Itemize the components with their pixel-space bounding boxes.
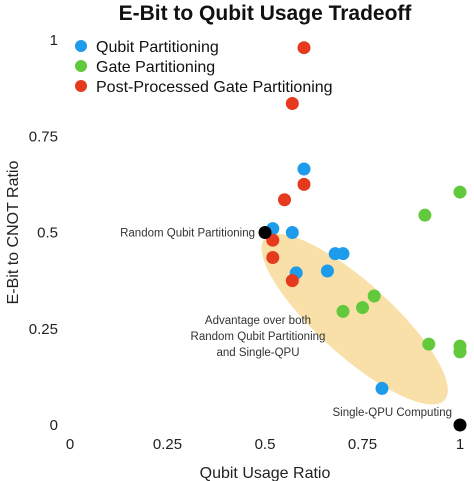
y-tick-label: 1 — [50, 32, 58, 49]
data-points — [258, 41, 467, 432]
x-tick-label: 0.75 — [348, 436, 377, 453]
x-tick-label: 0.25 — [153, 436, 182, 453]
y-axis-label: E-Bit to CNOT Ratio — [5, 161, 22, 305]
data-point-series-2 — [453, 185, 467, 199]
data-point-series-3 — [297, 177, 311, 191]
y-tick-label: 0.25 — [29, 321, 58, 338]
region-annotation-line: Advantage over both — [205, 315, 311, 327]
legend-swatch — [75, 40, 87, 52]
y-tick-label: 0 — [50, 417, 58, 434]
reference-point-label: Single-QPU Computing — [332, 407, 452, 419]
data-point-series-3 — [297, 41, 311, 55]
legend-label: Post-Processed Gate Partitioning — [96, 79, 333, 96]
data-point-series-1 — [336, 247, 350, 261]
region-annotation-line: and Single-QPU — [216, 347, 299, 359]
x-tick-label: 1 — [456, 436, 464, 453]
x-axis-label: Qubit Usage Ratio — [200, 465, 331, 481]
advantage-region-layer — [261, 233, 448, 405]
chart-title: E-Bit to Qubit Usage Tradeoff — [119, 2, 413, 25]
data-point-series-3 — [285, 97, 299, 111]
reference-point-1 — [258, 226, 272, 239]
legend-label: Gate Partitioning — [96, 59, 215, 76]
region-annotation-line: Random Qubit Partitioning — [191, 331, 326, 343]
data-point-series-2 — [367, 289, 381, 303]
data-point-series-3 — [285, 274, 299, 288]
data-point-series-1 — [375, 381, 389, 395]
reference-point-2 — [453, 418, 467, 432]
advantage-region — [261, 233, 448, 405]
legend-swatch — [75, 60, 87, 72]
data-point-series-3 — [278, 193, 291, 207]
reference-point-label: Random Qubit Partitioning — [120, 228, 255, 240]
data-point-series-2 — [453, 345, 467, 359]
data-point-series-2 — [336, 304, 350, 318]
y-tick-label: 0.5 — [37, 225, 58, 242]
data-point-series-3 — [266, 251, 280, 265]
legend: Qubit Partitioning Gate Partitioning Post-… — [75, 39, 333, 96]
legend-label: Qubit Partitioning — [96, 39, 219, 56]
x-tick-label: 0.5 — [255, 436, 276, 453]
data-point-series-2 — [422, 337, 436, 351]
data-point-series-1 — [285, 226, 299, 239]
legend-swatch — [75, 80, 87, 92]
y-tick-label: 0.75 — [29, 128, 58, 145]
data-point-series-1 — [320, 264, 334, 278]
x-tick-label: 0 — [66, 436, 74, 453]
annotations: Random Qubit Partitioning Single-QPU Comp… — [120, 228, 452, 420]
data-point-series-1 — [297, 162, 311, 176]
data-point-series-2 — [418, 208, 432, 222]
data-point-series-2 — [356, 301, 369, 315]
